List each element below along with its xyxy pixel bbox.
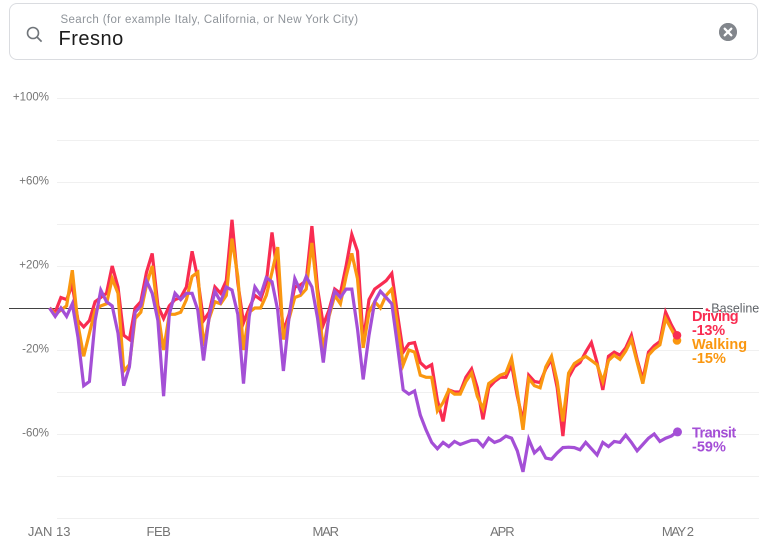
svg-text:+60%: +60% [19,175,49,187]
svg-text:-15%: -15% [692,351,726,367]
svg-text:-20%: -20% [22,343,49,355]
svg-text:-13%: -13% [692,323,725,339]
svg-text:+20%: +20% [19,259,49,271]
svg-text:-60%: -60% [22,427,49,439]
svg-text:+100%: +100% [13,91,49,103]
svg-text:Baseline: Baseline [711,302,759,316]
svg-text:APR: APR [490,524,514,539]
svg-text:-59%: -59% [692,440,726,456]
svg-text:JAN 13: JAN 13 [28,524,71,539]
svg-text:MAY 2: MAY 2 [662,524,694,539]
svg-text:Walking: Walking [692,337,747,353]
svg-text:FEB: FEB [147,524,171,539]
svg-text:MAR: MAR [313,524,339,539]
svg-text:Driving: Driving [692,309,738,325]
svg-text:Transit: Transit [692,425,736,441]
